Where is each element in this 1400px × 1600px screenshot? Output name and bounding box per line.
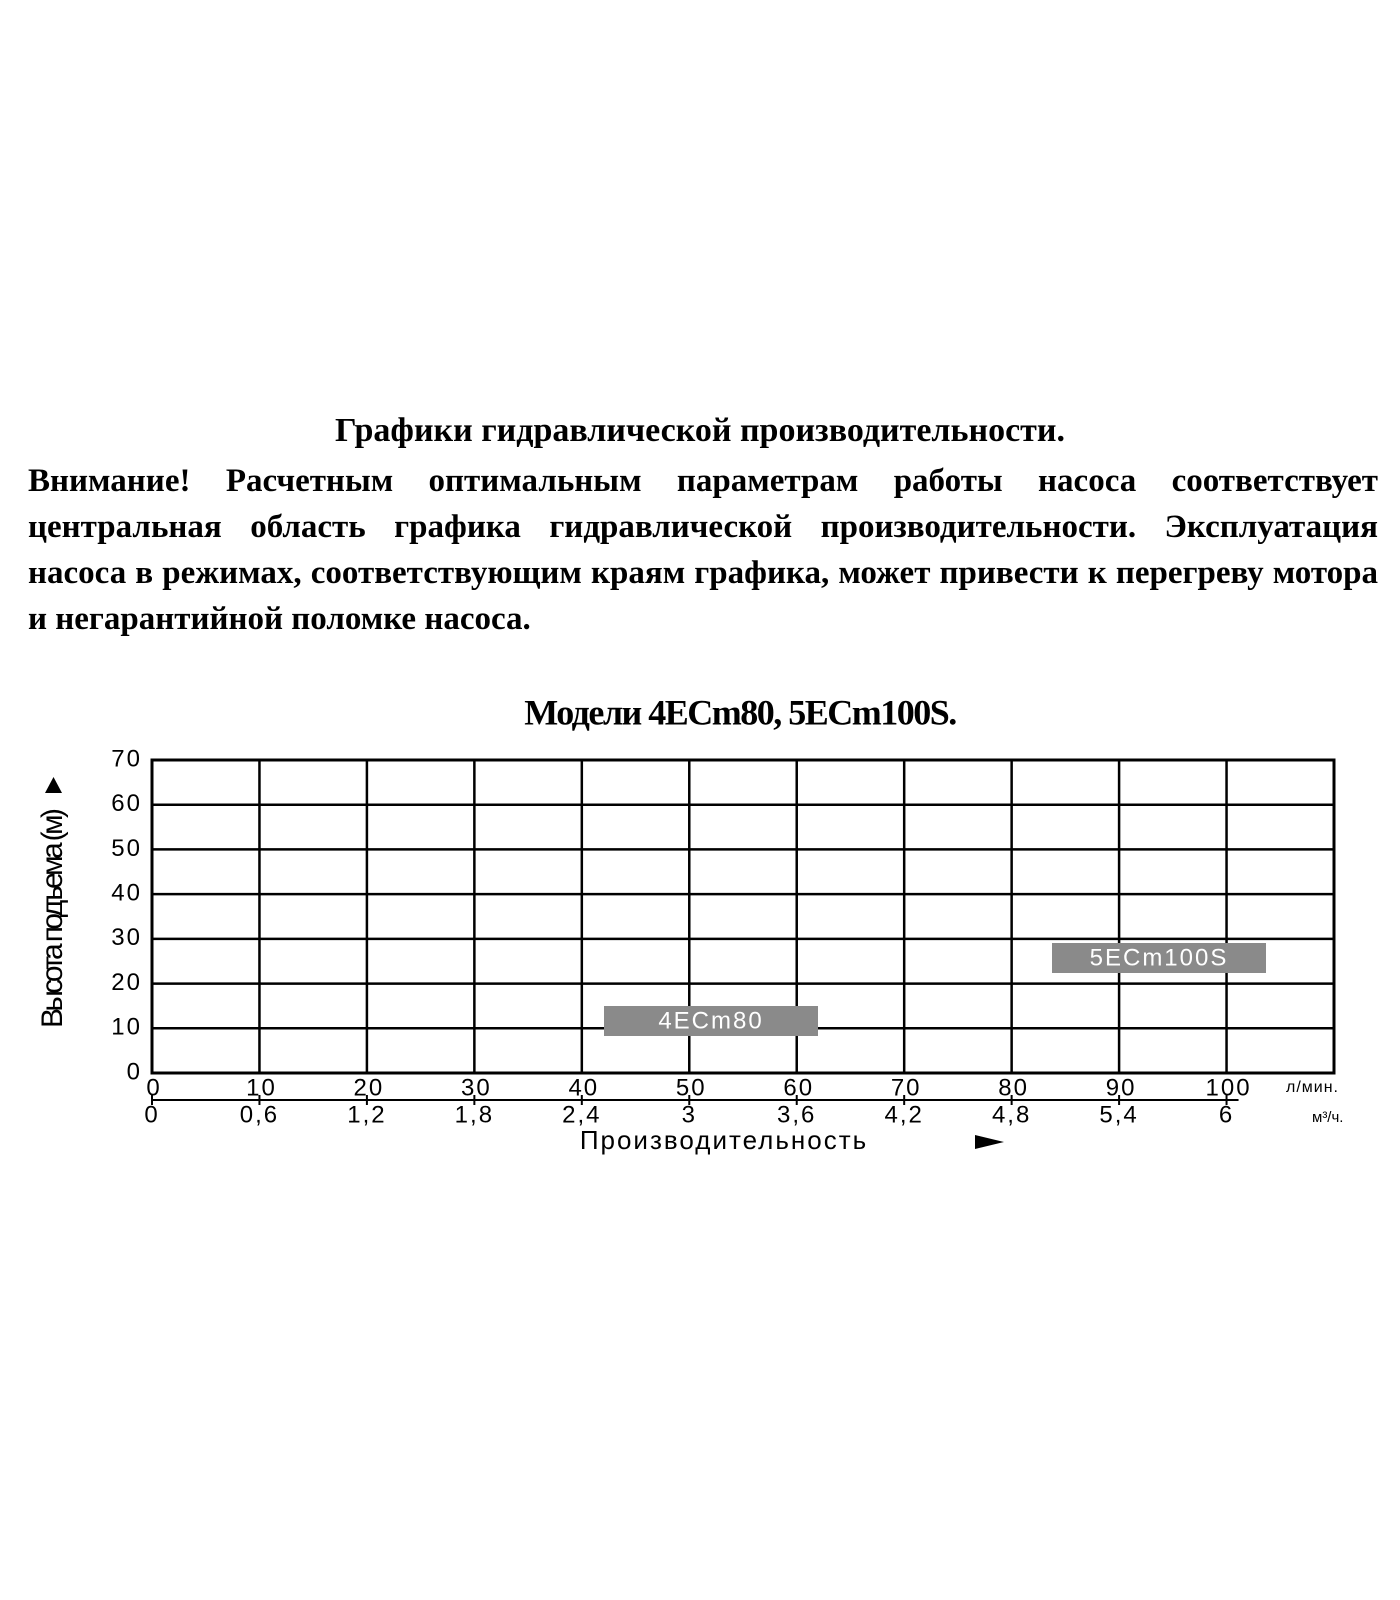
x2-tick-label: 4,8 xyxy=(992,1101,1031,1128)
x-tick-label: 10 xyxy=(246,1074,277,1101)
x2-tick-label: 4,2 xyxy=(884,1101,923,1128)
x2-tick-label: 6 xyxy=(1219,1101,1234,1128)
x-unit: л/мин. xyxy=(1286,1079,1339,1096)
y-tick-label: 10 xyxy=(111,1014,142,1041)
x2-tick-label: 3 xyxy=(682,1101,697,1128)
x2-tick-label: 0,6 xyxy=(240,1101,279,1128)
series-label: 5ECm100S xyxy=(1090,944,1229,971)
x-arrow xyxy=(975,1135,1004,1149)
series-label-box xyxy=(1052,943,1266,973)
x-tick-label: 50 xyxy=(676,1074,707,1101)
y-arrow xyxy=(45,777,62,793)
y-tick-label: 50 xyxy=(111,835,142,862)
x2-unit: м³/ч. xyxy=(1312,1109,1343,1126)
x-tick-label: 100 xyxy=(1206,1074,1252,1101)
x2-tick-label: 2,4 xyxy=(562,1101,601,1128)
y-tick-label: 30 xyxy=(111,924,142,951)
y-tick-label: 40 xyxy=(111,879,142,906)
x-tick-label: 90 xyxy=(1106,1074,1137,1101)
x2-tick-label: 1,2 xyxy=(347,1101,386,1128)
x-tick-label: 30 xyxy=(461,1074,492,1101)
x-tick-label: 60 xyxy=(783,1074,814,1101)
series-label-box xyxy=(604,1006,818,1036)
x-tick-label: 0 xyxy=(146,1074,161,1101)
x-tick-label: 40 xyxy=(568,1074,599,1101)
series-label: 4ECm80 xyxy=(658,1007,763,1034)
heading: Графики гидравлической производительност… xyxy=(335,412,1065,449)
x-tick-label: 80 xyxy=(998,1074,1029,1101)
chart-title: Модели 4ECm80, 5ECm100S. xyxy=(524,692,956,732)
y-axis-label: Высота подъема (м) xyxy=(36,808,69,1028)
x-tick-label: 70 xyxy=(891,1074,922,1101)
x2-tick-label: 3,6 xyxy=(777,1101,816,1128)
y-tick-label: 60 xyxy=(111,790,142,817)
x-axis-label: Производительность xyxy=(580,1125,868,1155)
y-tick-label: 70 xyxy=(111,745,142,772)
x2-tick-label: 1,8 xyxy=(455,1101,494,1128)
x-tick-label: 20 xyxy=(354,1074,385,1101)
x2-tick-label: 0 xyxy=(144,1101,159,1128)
x2-tick-label: 5,4 xyxy=(1099,1101,1138,1128)
y-tick-label: 20 xyxy=(111,969,142,996)
y-tick-label: 0 xyxy=(127,1058,142,1085)
notice: Внимание! Расчетным оптимальным параметр… xyxy=(28,463,1378,637)
